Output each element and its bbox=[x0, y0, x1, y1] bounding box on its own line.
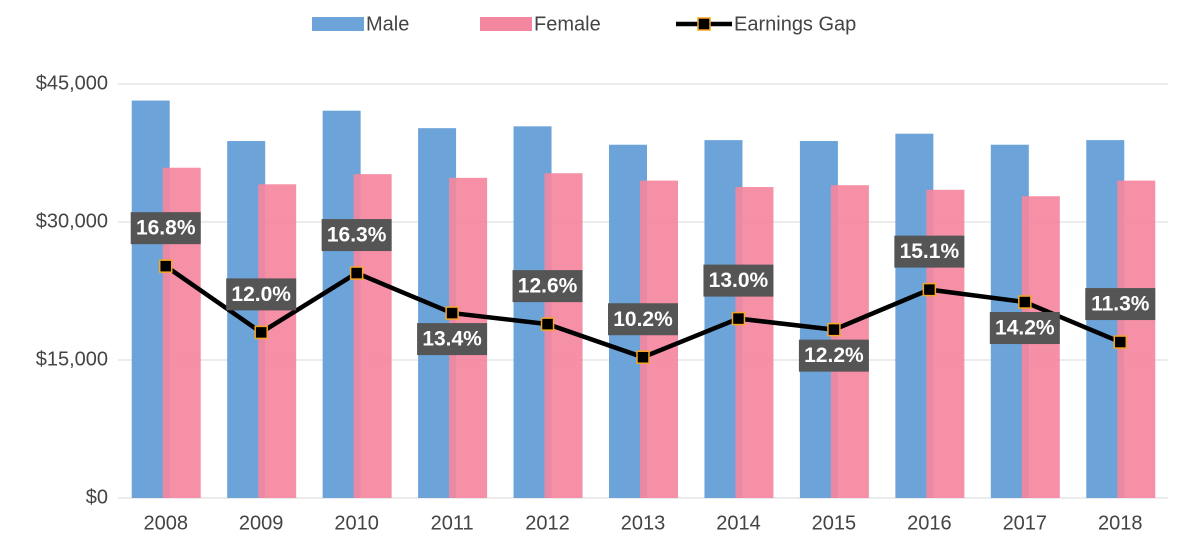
y-tick-label: $15,000 bbox=[36, 348, 108, 370]
data-label-bg bbox=[894, 235, 965, 268]
marker bbox=[349, 266, 364, 280]
marker bbox=[922, 282, 937, 297]
bar bbox=[258, 184, 297, 498]
x-tick-label: 2015 bbox=[812, 512, 857, 534]
x-tick-label: 2011 bbox=[431, 512, 474, 534]
legend-label: Earnings Gap bbox=[734, 13, 856, 35]
data-label-bg bbox=[989, 312, 1060, 345]
data-label: 14.2% bbox=[995, 317, 1055, 340]
data-label: 13.4% bbox=[422, 328, 482, 351]
x-tick-label: 2018 bbox=[1098, 512, 1143, 534]
data-label: 10.2% bbox=[613, 308, 673, 331]
marker bbox=[445, 306, 459, 320]
legend-item: Earnings Gap bbox=[676, 13, 856, 35]
marker bbox=[1018, 295, 1032, 309]
data-label-bg bbox=[130, 212, 201, 245]
data-label-bg bbox=[226, 278, 297, 311]
marker bbox=[254, 325, 268, 340]
bar bbox=[735, 187, 774, 499]
data-label: 12.2% bbox=[804, 344, 864, 367]
marker bbox=[731, 311, 746, 326]
data-label: 13.0% bbox=[709, 269, 769, 292]
x-tick-label: 2014 bbox=[716, 512, 761, 534]
x-tick-label: 2010 bbox=[334, 512, 379, 534]
data-label: 16.3% bbox=[327, 224, 387, 247]
x-tick-label: 2017 bbox=[1003, 512, 1048, 534]
legend-label: Male bbox=[366, 13, 409, 35]
data-label: 11.3% bbox=[1091, 293, 1150, 316]
data-label-bg bbox=[608, 303, 678, 336]
marker bbox=[540, 317, 555, 331]
legend-swatch bbox=[312, 17, 364, 31]
x-tick-label: 2012 bbox=[525, 512, 570, 534]
marker bbox=[158, 259, 173, 273]
data-label-bg bbox=[1085, 288, 1156, 321]
legend-marker bbox=[697, 17, 711, 31]
legend-label: Female bbox=[534, 13, 601, 35]
marker bbox=[1113, 335, 1128, 349]
legend-swatch bbox=[480, 17, 532, 31]
y-tick-label: $0 bbox=[86, 486, 108, 508]
data-label-bg bbox=[512, 270, 583, 303]
data-label-bg bbox=[321, 219, 392, 252]
bar bbox=[1021, 196, 1060, 499]
x-tick-label: 2013 bbox=[621, 512, 666, 534]
data-label: 16.8% bbox=[136, 217, 196, 240]
y-tick-label: $30,000 bbox=[36, 210, 108, 232]
marker bbox=[636, 350, 650, 364]
x-tick-label: 2016 bbox=[907, 512, 952, 534]
data-label: 12.0% bbox=[231, 283, 291, 306]
data-label-bg bbox=[798, 339, 869, 372]
x-tick-label: 2008 bbox=[143, 512, 188, 534]
data-label-bg bbox=[417, 323, 488, 356]
legend-item: Female bbox=[480, 13, 601, 35]
y-tick-label: $45,000 bbox=[36, 72, 108, 94]
legend-item: Male bbox=[312, 13, 409, 35]
data-label-bg bbox=[703, 264, 774, 297]
data-label: 12.6% bbox=[518, 275, 578, 298]
x-tick-label: 2009 bbox=[239, 512, 284, 534]
data-label: 15.1% bbox=[900, 240, 960, 263]
marker bbox=[827, 322, 841, 337]
bar bbox=[640, 180, 678, 498]
